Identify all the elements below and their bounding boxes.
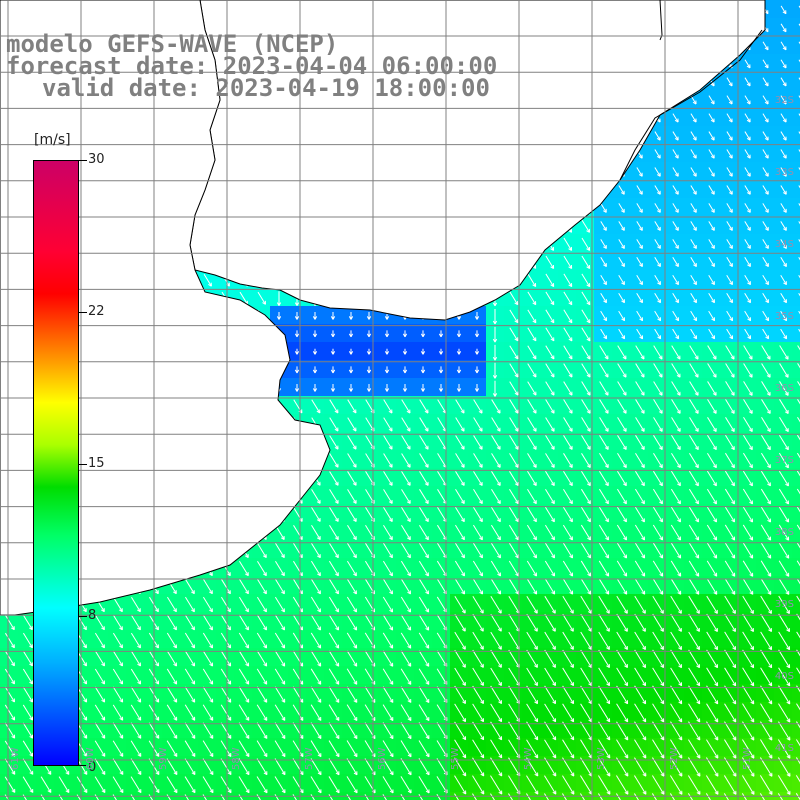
lon-label: 57W xyxy=(304,747,315,770)
wind-cell xyxy=(792,774,800,793)
wind-cell xyxy=(792,252,800,271)
colorbar-label-30: 30 xyxy=(88,152,105,167)
wind-cell xyxy=(792,684,800,703)
wind-cell xyxy=(792,450,800,469)
lon-label: 58W xyxy=(231,747,242,770)
wind-cell xyxy=(792,378,800,397)
colorbar xyxy=(33,160,79,766)
wind-cell xyxy=(792,468,800,487)
wind-cell xyxy=(792,306,800,325)
lon-label: 61W xyxy=(10,747,21,770)
lon-label: 52W xyxy=(669,747,680,770)
wind-cell xyxy=(792,720,800,739)
lat-label: 32S xyxy=(774,95,794,106)
lat-label: 35S xyxy=(774,311,794,322)
wind-cell xyxy=(792,702,800,721)
wind-cell xyxy=(792,432,800,451)
wind-cell xyxy=(792,234,800,253)
colorbar-unit: [m/s] xyxy=(34,132,71,148)
lon-label: 53W xyxy=(596,747,607,770)
lat-label: 34S xyxy=(774,239,794,250)
colorbar-tick xyxy=(79,464,87,465)
lat-label: 37S xyxy=(774,455,794,466)
wind-cell xyxy=(792,162,800,181)
wind-cell xyxy=(792,54,800,73)
wind-cell xyxy=(792,666,800,685)
colorbar-label-22: 22 xyxy=(88,304,105,319)
lon-label: 54W xyxy=(523,747,534,770)
wind-cell xyxy=(792,756,800,775)
wind-cell xyxy=(792,270,800,289)
lon-label: 56W xyxy=(377,747,388,770)
colorbar-label-15: 15 xyxy=(88,456,105,471)
wind-cell xyxy=(792,504,800,523)
wind-cell xyxy=(792,558,800,577)
wind-cell xyxy=(792,72,800,91)
wind-cell xyxy=(792,180,800,199)
wind-cell xyxy=(792,216,800,235)
valid-date: valid date: 2023-04-19 18:00:00 xyxy=(42,74,490,102)
lat-label: 41S xyxy=(774,743,794,754)
wind-cell xyxy=(792,324,800,343)
wind-cell xyxy=(792,144,800,163)
colorbar-tick xyxy=(79,312,87,313)
lat-label: 38S xyxy=(774,527,794,538)
lon-label: 55W xyxy=(450,747,461,770)
lat-label: 33S xyxy=(774,167,794,178)
wind-cell xyxy=(792,126,800,145)
lon-label: 60W xyxy=(85,747,96,770)
wind-cell xyxy=(792,414,800,433)
lat-label: 39S xyxy=(774,599,794,610)
wind-cell xyxy=(792,648,800,667)
wind-cell xyxy=(792,594,800,613)
wind-cell xyxy=(792,576,800,595)
wind-cell xyxy=(792,18,800,37)
wind-cell xyxy=(792,198,800,217)
colorbar-label-8: 8 xyxy=(88,608,97,623)
lat-label: 40S xyxy=(774,671,794,682)
colorbar-tick xyxy=(79,160,87,161)
lon-label: 59W xyxy=(158,747,169,770)
wind-cell xyxy=(792,0,800,19)
lat-label: 36S xyxy=(774,383,794,394)
wind-cell xyxy=(792,486,800,505)
wind-cell xyxy=(792,522,800,541)
wind-cell xyxy=(792,36,800,55)
wind-cell xyxy=(792,612,800,631)
wind-cell xyxy=(792,360,800,379)
wind-cell xyxy=(792,108,800,127)
wind-cell xyxy=(792,342,800,361)
wind-cell xyxy=(792,396,800,415)
lon-label: 51W xyxy=(742,747,753,770)
wind-cell xyxy=(792,90,800,109)
wind-cell xyxy=(792,288,800,307)
wind-cell xyxy=(792,540,800,559)
colorbar-tick xyxy=(79,616,87,617)
wind-cell xyxy=(792,630,800,649)
